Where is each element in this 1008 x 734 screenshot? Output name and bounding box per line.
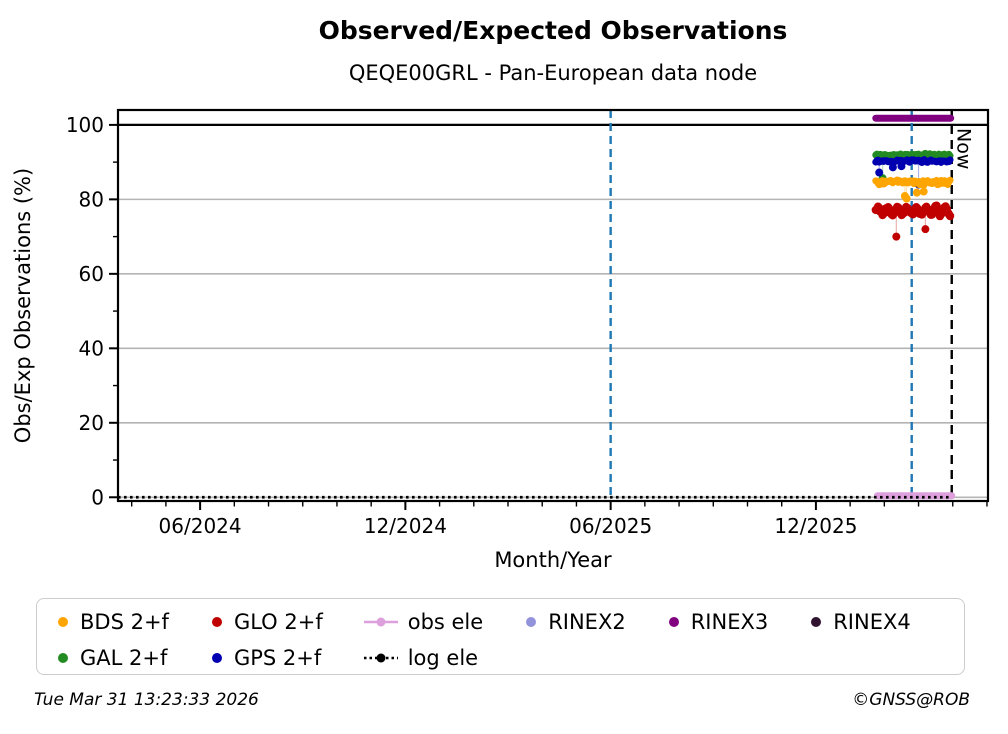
legend-item-label: RINEX2 [548, 610, 626, 634]
legend-dot-icon [211, 617, 222, 627]
y-tick-label: 0 [91, 485, 104, 509]
legend-column: RINEX2 [523, 609, 626, 635]
plot-border [116, 108, 990, 503]
now-label: Now [953, 128, 975, 169]
legend-item-log-ele: log ele [363, 645, 483, 671]
legend-item-label: GAL 2+f [80, 646, 168, 670]
legend-item-label: log ele [407, 646, 479, 670]
y-tick-label: 60 [79, 262, 104, 286]
chart-legend: BDS 2+f GAL 2+f GLO 2+f GPS 2+f obs ele log e… [36, 598, 965, 675]
legend-item-label: RINEX3 [690, 610, 769, 634]
x-tick-label: 12/2024 [364, 514, 447, 538]
y-tick-label: 80 [79, 187, 104, 211]
x-axis-label: Month/Year [494, 548, 612, 572]
legend-item-gps-2-f: GPS 2+f [209, 645, 323, 671]
legend-dot-icon [58, 617, 68, 627]
chart-title: Observed/Expected Observations [318, 16, 788, 45]
legend-item-label: obs ele [407, 610, 484, 634]
legend-dot-icon [811, 617, 822, 627]
legend-item-label: GPS 2+f [233, 646, 322, 670]
legend-column: GLO 2+f GPS 2+f [209, 609, 323, 671]
legend-dot-icon [526, 617, 537, 627]
x-tick-label: 06/2024 [159, 514, 242, 538]
series-bds-2-f [872, 176, 954, 203]
copyright-text: ©GNSS@ROB [852, 690, 970, 710]
legend-item-rinex3: RINEX3 [666, 609, 769, 635]
legend-dot-icon [668, 617, 679, 627]
legend-item-rinex2: RINEX2 [523, 609, 626, 635]
legend-column: RINEX4 [808, 609, 911, 635]
legend-item-label: RINEX4 [833, 610, 911, 634]
legend-column: BDS 2+f GAL 2+f [55, 609, 169, 671]
legend-item-label: BDS 2+f [80, 610, 169, 634]
y-axis-label: Obs/Exp Observations (%) [11, 168, 35, 443]
legend-item-gal-2-f: GAL 2+f [55, 645, 169, 671]
legend-item-obs-ele: obs ele [363, 609, 483, 635]
plot-timestamp: Tue Mar 31 13:23:33 2026 [34, 690, 259, 710]
y-tick-label: 40 [79, 336, 104, 360]
legend-item-label: GLO 2+f [233, 610, 323, 634]
x-tick-label: 06/2025 [569, 514, 652, 538]
legend-item-glo-2-f: GLO 2+f [209, 609, 323, 635]
y-tick-label: 20 [79, 411, 104, 435]
legend-dot-icon [58, 653, 68, 663]
series-glo-2-f [871, 201, 955, 241]
observations-chart: Now 0 20 40 60 80 100 06/2024 12/2024 06/2025 12/2… [11, 108, 990, 572]
y-tick-label: 100 [66, 113, 104, 137]
legend-column: RINEX3 [666, 609, 769, 635]
legend-column: obs ele log ele [363, 609, 483, 671]
legend-dot-icon [211, 653, 222, 663]
chart-subtitle: QEQE00GRL - Pan-European data node [348, 61, 758, 85]
legend-line-icon [363, 617, 398, 627]
legend-line-icon [363, 653, 398, 663]
legend-item-bds-2-f: BDS 2+f [55, 609, 169, 635]
legend-item-rinex4: RINEX4 [808, 609, 911, 635]
x-tick-label: 12/2025 [774, 514, 857, 538]
